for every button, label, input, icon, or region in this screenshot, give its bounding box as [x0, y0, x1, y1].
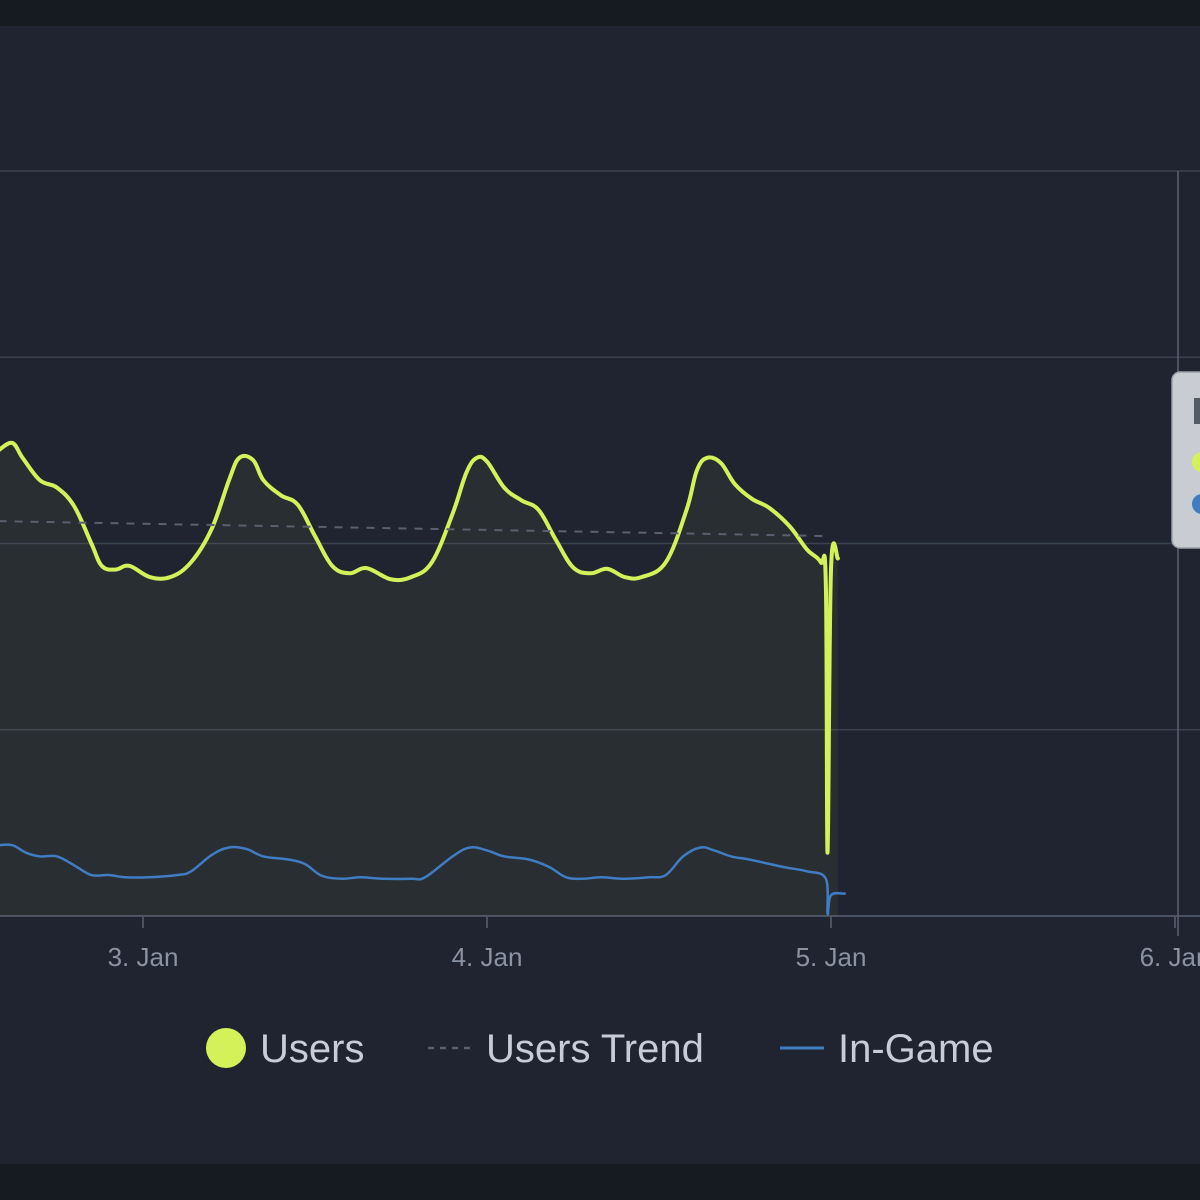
- series-area-users: [0, 442, 838, 916]
- x-tick-label-3: 6. Jan: [1140, 942, 1200, 972]
- chart-panel: 3. Jan 4. Jan 5. Jan 6. Jan Users Users Tren…: [0, 26, 1200, 1164]
- series-line-users: [0, 440, 840, 855]
- tooltip-users-dot: [1192, 452, 1200, 472]
- x-tick-label-1: 4. Jan: [452, 942, 523, 972]
- x-tick-label-0: 3. Jan: [108, 942, 179, 972]
- tooltip-ingame-dot: [1192, 494, 1200, 514]
- legend-label: Users Trend: [486, 1027, 704, 1071]
- x-tick-label-2: 5. Jan: [796, 942, 867, 972]
- legend-marker-circle: [206, 1028, 246, 1068]
- tooltip: [1171, 171, 1200, 936]
- chart-svg: 3. Jan 4. Jan 5. Jan 6. Jan Users Users Tren…: [0, 170, 1200, 1071]
- tooltip-title-text: [1194, 398, 1200, 424]
- grid-lines: [0, 170, 1200, 917]
- legend-item-in-game[interactable]: In-Game: [780, 1027, 994, 1071]
- legend-item-users[interactable]: Users: [206, 1027, 364, 1071]
- series-line-users-trend: [0, 520, 828, 538]
- legend[interactable]: Users Users Trend In-Game: [206, 1027, 994, 1071]
- series-line-in-game: [0, 843, 847, 916]
- legend-item-users-trend[interactable]: Users Trend: [428, 1027, 704, 1071]
- legend-label: In-Game: [838, 1027, 994, 1071]
- series-layer: [0, 440, 847, 916]
- x-axis: 3. Jan 4. Jan 5. Jan 6. Jan: [108, 916, 1200, 972]
- legend-label: Users: [260, 1027, 364, 1071]
